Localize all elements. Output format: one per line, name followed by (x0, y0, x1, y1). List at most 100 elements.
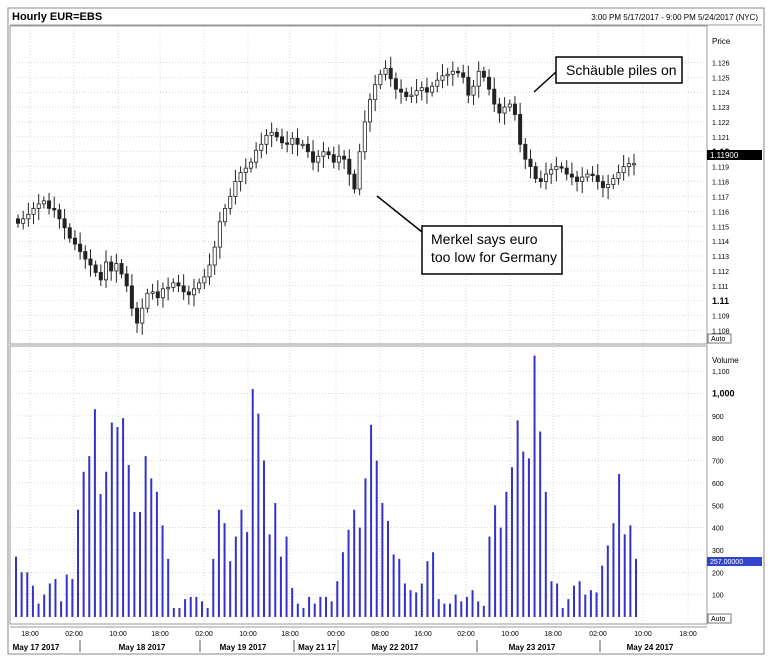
candle-body (135, 307, 140, 324)
candle-body (626, 163, 631, 168)
candle-body (109, 261, 114, 272)
date-label: May 23 2017 (509, 643, 556, 652)
axes: 1.1261.1251.1241.1231.1221.1211.121.1191… (10, 60, 735, 652)
candle-body (543, 173, 549, 182)
volume-bar (223, 523, 226, 617)
volume-bar (341, 552, 344, 617)
candle-body (176, 282, 181, 287)
date-label: May 22 2017 (372, 643, 419, 652)
chart-title: Hourly EUR=EBS (12, 11, 102, 23)
volume-bar (325, 596, 327, 617)
candle-body (533, 166, 538, 179)
volume-bar (116, 427, 119, 617)
candle-body (631, 163, 637, 166)
hour-tick-label: 02:00 (457, 631, 475, 638)
candle-body (103, 261, 109, 281)
volume-tick-label: 900 (712, 414, 724, 421)
volume-bar (54, 579, 57, 617)
schauble-pointer (533, 71, 557, 93)
candle-body (26, 213, 31, 220)
volume-bar (319, 596, 322, 617)
volume-bar (257, 413, 260, 617)
volume-tick-label: 200 (712, 570, 724, 577)
merkel-pointer (376, 195, 423, 233)
candle-body (414, 90, 419, 96)
volume-bar (279, 556, 282, 617)
volume-bar (291, 587, 294, 617)
volume-bar (246, 532, 249, 617)
volume-tick-label: 100 (712, 593, 724, 600)
volume-bar (443, 603, 446, 617)
hour-tick-label: 16:00 (414, 631, 432, 638)
candle-body (166, 286, 171, 290)
volume-bar (527, 458, 530, 617)
volume-bar (499, 527, 502, 617)
hour-tick-label: 18:00 (21, 631, 39, 638)
candle-body (62, 218, 67, 229)
candle-body (290, 137, 295, 145)
candle-body (331, 154, 336, 163)
merkel-annotation-line: too low for Germany (431, 249, 557, 265)
volume-tick-label: 800 (712, 436, 724, 443)
hour-tick-label: 18:00 (151, 631, 169, 638)
hour-tick-label: 18:00 (679, 631, 697, 638)
candle-body (549, 169, 554, 175)
candle-body (507, 103, 512, 108)
price-tick-label: 1.11 (712, 296, 729, 306)
price-panel (9, 25, 708, 345)
volume-bar (133, 511, 136, 617)
hour-tick-label: 10:00 (239, 631, 257, 638)
volume-bar (167, 558, 170, 617)
volume-bar (296, 603, 299, 617)
candle-body (518, 114, 523, 145)
candle-body (311, 151, 316, 163)
hour-tick-label: 02:00 (65, 631, 83, 638)
candle-body (559, 166, 564, 169)
date-range-label: 3:00 PM 5/17/2017 - 9:00 PM 5/24/2017 (N… (591, 13, 758, 22)
price-tick-label: 1.125 (712, 75, 730, 82)
price-tick-label: 1.126 (712, 60, 730, 67)
price-tick-label: 1.115 (712, 224, 729, 231)
price-tick-label: 1.111 (712, 284, 729, 291)
volume-bar (268, 534, 271, 617)
volume-bar (178, 608, 181, 617)
candle-body (616, 172, 621, 179)
price-tick-label: 1.119 (712, 165, 729, 172)
volume-bar (392, 554, 395, 617)
price-tick-label: 1.117 (712, 194, 729, 201)
volume-bar (189, 596, 192, 617)
volume-tick-label: 1,100 (712, 369, 730, 376)
volume-bar (60, 601, 63, 617)
candle-body (455, 70, 461, 74)
volume-bar (606, 545, 609, 617)
volume-bar (482, 605, 485, 617)
volume-bar (336, 581, 339, 617)
volume-bar (139, 511, 141, 617)
volume-bar (584, 594, 587, 617)
volume-bar (629, 525, 632, 617)
volume-auto-button[interactable] (707, 613, 732, 624)
candle-body (181, 285, 186, 293)
date-label: May 18 2017 (119, 643, 166, 652)
candle-body (564, 167, 569, 175)
volume-bar (544, 491, 547, 617)
volume-bar (110, 422, 113, 617)
volume-bar (251, 389, 254, 617)
volume-bar (184, 599, 187, 617)
candle-body (611, 178, 616, 185)
price-auto-button[interactable] (707, 333, 732, 344)
volume-bar (415, 592, 418, 617)
candle-body (197, 282, 202, 290)
candle-body (424, 87, 429, 93)
candle-body (580, 176, 585, 182)
volume-bar (375, 460, 378, 617)
volume-bar (533, 355, 536, 617)
candle-body (606, 184, 611, 188)
candle-body (243, 167, 248, 174)
volume-bar (488, 536, 491, 617)
volume-bar (561, 608, 564, 617)
candle-body (388, 67, 393, 80)
volume-bar (65, 574, 68, 617)
price-tick-label: 1.121 (712, 135, 730, 142)
